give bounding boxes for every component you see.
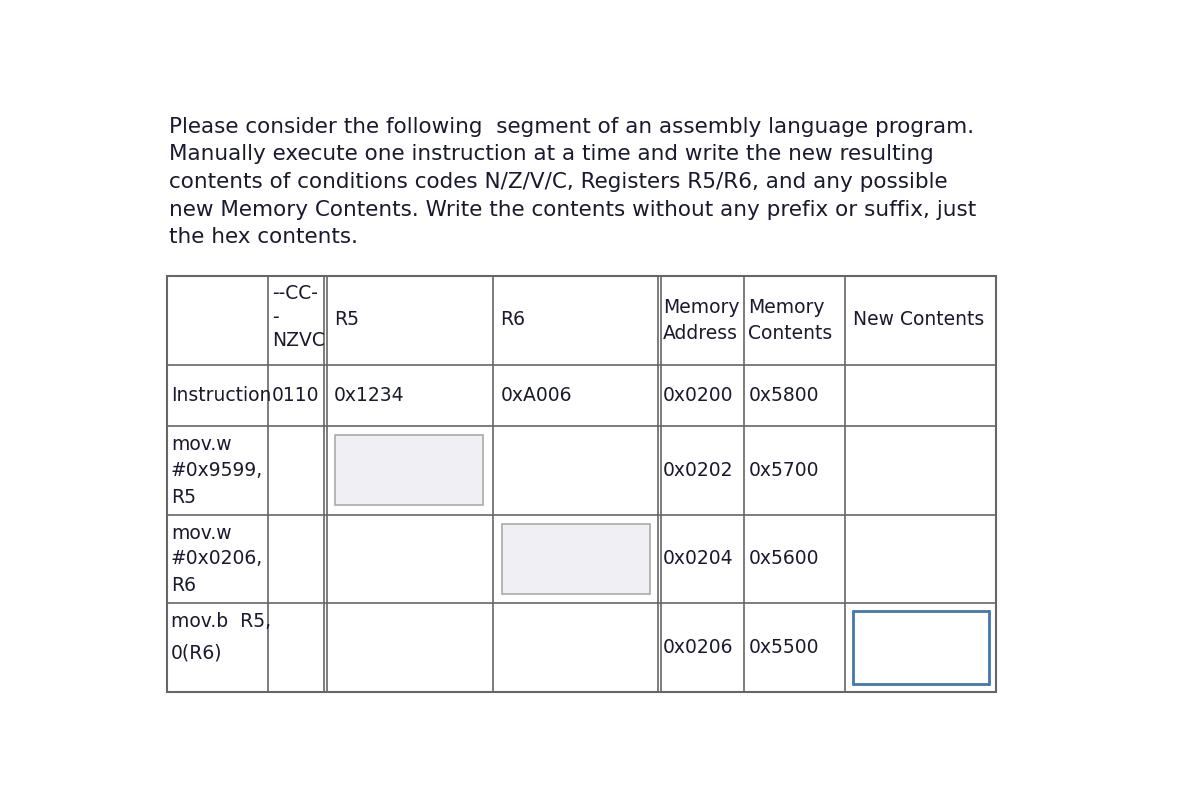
Text: 0x5800: 0x5800 bbox=[749, 386, 818, 405]
Text: Memory: Memory bbox=[749, 298, 824, 317]
Text: --CC-: --CC- bbox=[271, 284, 318, 303]
Bar bbox=[853, 611, 989, 684]
Text: 0x5600: 0x5600 bbox=[749, 549, 818, 568]
Text: #0x9599,: #0x9599, bbox=[170, 461, 263, 480]
Bar bbox=[167, 276, 996, 691]
Text: mov.w: mov.w bbox=[170, 524, 232, 543]
Text: Manually execute one instruction at a time and write the new resulting: Manually execute one instruction at a ti… bbox=[169, 144, 934, 164]
Text: R5: R5 bbox=[170, 488, 196, 507]
Text: new Memory Contents. Write the contents without any prefix or suffix, just: new Memory Contents. Write the contents … bbox=[169, 200, 977, 219]
Text: 0x5500: 0x5500 bbox=[749, 638, 818, 657]
Text: mov.w: mov.w bbox=[170, 436, 232, 455]
Text: Please consider the following  segment of an assembly language program.: Please consider the following segment of… bbox=[169, 116, 974, 136]
Text: 0x0204: 0x0204 bbox=[664, 549, 733, 568]
Text: Instruction: Instruction bbox=[170, 386, 271, 405]
Bar bbox=[502, 524, 650, 594]
Text: NZVC: NZVC bbox=[271, 331, 324, 350]
Text: Address: Address bbox=[664, 324, 738, 343]
Text: 0x0206: 0x0206 bbox=[664, 638, 733, 657]
Text: Memory: Memory bbox=[664, 298, 739, 317]
Text: New Contents: New Contents bbox=[853, 310, 984, 329]
Text: R5: R5 bbox=[334, 310, 359, 329]
Text: -: - bbox=[271, 308, 278, 327]
Text: 0xA006: 0xA006 bbox=[500, 386, 571, 405]
Text: 0(R6): 0(R6) bbox=[170, 643, 222, 662]
Text: the hex contents.: the hex contents. bbox=[169, 227, 359, 247]
Text: mov.b  R5,: mov.b R5, bbox=[170, 612, 271, 631]
Bar bbox=[335, 436, 484, 505]
Text: R6: R6 bbox=[500, 310, 526, 329]
Text: #0x0206,: #0x0206, bbox=[170, 550, 263, 569]
Text: R6: R6 bbox=[170, 577, 196, 596]
Text: 0x0202: 0x0202 bbox=[664, 460, 733, 479]
Text: Contents: Contents bbox=[749, 324, 833, 343]
Text: 0110: 0110 bbox=[271, 386, 319, 405]
Text: contents of conditions codes N/Z/V/C, Registers R5/R6, and any possible: contents of conditions codes N/Z/V/C, Re… bbox=[169, 172, 948, 192]
Text: 0x5700: 0x5700 bbox=[749, 460, 818, 479]
Text: |: | bbox=[864, 638, 870, 657]
Text: 0x0200: 0x0200 bbox=[664, 386, 733, 405]
Text: 0x1234: 0x1234 bbox=[334, 386, 404, 405]
